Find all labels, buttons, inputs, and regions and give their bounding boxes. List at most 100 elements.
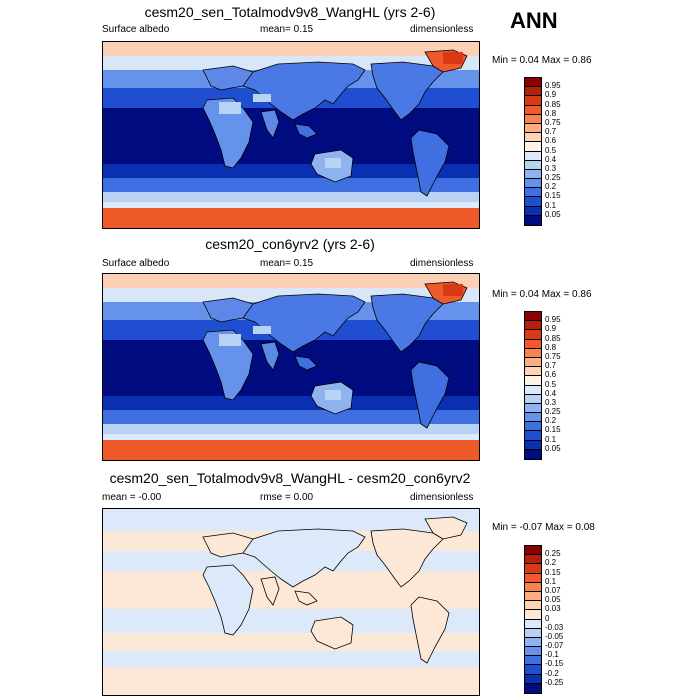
colorbar-tick-label: 0 [545, 613, 550, 623]
continent-greenland [424, 516, 468, 540]
colorbar-tick-label: 0.25 [545, 407, 561, 417]
colorbar-swatch [525, 215, 541, 225]
panel3-mean-label: mean = -0.00 [102, 492, 162, 503]
colorbar-swatch [525, 312, 541, 322]
panel3-colorbar-labels: 0.25 0.2 0.15 0.1 0.07 0.05 0.03 0 -0.03 -0.05 -0.… [545, 545, 585, 692]
colorbar-tick-label: -0.05 [545, 631, 564, 641]
colorbar-swatch [525, 573, 541, 583]
colorbar-tick-label: 0.95 [545, 81, 561, 91]
colorbar-swatch [525, 619, 541, 629]
colorbar-swatch [525, 440, 541, 450]
season-label: ANN [510, 8, 558, 33]
panel1-mean-label: mean= 0.15 [260, 24, 314, 35]
panel2-title: cesm20_con6yrv2 (yrs 2-6) [205, 236, 375, 252]
continent-asia [232, 528, 366, 588]
colorbar-swatch [525, 188, 541, 198]
colorbar-swatch [525, 564, 541, 574]
continent-india [260, 576, 280, 606]
continent-europe [202, 65, 254, 91]
panel1-map-svg [103, 42, 479, 228]
panel2-colorbar-labels: 0.95 0.9 0.85 0.8 0.75 0.7 0.6 0.5 0.4 0.3 0.25 0.2… [545, 311, 585, 458]
panel1-colorbar [524, 77, 542, 226]
panel2-units-label: dimensionless [410, 258, 474, 269]
colorbar-swatch [525, 123, 541, 134]
colorbar-swatch [525, 357, 541, 368]
colorbar-tick-label: 0.5 [545, 145, 557, 155]
colorbar-swatch [525, 321, 541, 331]
panel1-units-label: dimensionless [410, 24, 474, 35]
colorbar-swatch [525, 591, 541, 602]
continent-australia [310, 616, 354, 650]
greenland-core [443, 52, 463, 64]
colorbar-tick-label: -0.03 [545, 622, 564, 632]
australia-desert-patch [325, 158, 341, 168]
panel3-units-label: dimensionless [410, 492, 474, 503]
australia-desert-patch [325, 390, 341, 400]
colorbar-tick-label: -0.07 [545, 641, 564, 651]
colorbar-swatch [525, 647, 541, 657]
continent-asia [232, 293, 366, 353]
colorbar-tick-label: 0.05 [545, 209, 561, 219]
continent-antarctica [103, 440, 479, 460]
colorbar-tick-label: 0.15 [545, 191, 561, 201]
colorbar-tick-label: 0.15 [545, 425, 561, 435]
colorbar-tick-label: 0.9 [545, 90, 557, 100]
colorbar-tick-label: 0.1 [545, 576, 557, 586]
colorbar-swatch [525, 133, 541, 143]
colorbar-swatch [525, 151, 541, 161]
colorbar-swatch [525, 431, 541, 441]
colorbar-swatch [525, 206, 541, 216]
colorbar-tick-label: -0.15 [545, 659, 564, 669]
colorbar-tick-label: 0.25 [545, 173, 561, 183]
colorbar-tick-label: 0.07 [545, 585, 561, 595]
arabia-patch [253, 94, 271, 102]
colorbar-swatch [525, 555, 541, 565]
arabia-patch [253, 326, 271, 334]
colorbar-swatch [525, 656, 541, 666]
colorbar-tick-label: 0.95 [545, 315, 561, 325]
colorbar-swatch [525, 582, 541, 592]
colorbar-swatch [525, 114, 541, 124]
colorbar-tick-label: 0.6 [545, 370, 557, 380]
colorbar-tick-label: 0.9 [545, 324, 557, 334]
colorbar-swatch [525, 546, 541, 556]
panel2-colorbar [524, 311, 542, 460]
panel2-map [102, 273, 480, 461]
colorbar-swatch [525, 197, 541, 207]
panel3-rmse-label: rmse = 0.00 [260, 492, 314, 503]
colorbar-tick-label: 0.25 [545, 549, 561, 559]
colorbar-tick-label: 0.15 [545, 567, 561, 577]
continent-africa [202, 329, 254, 401]
colorbar-swatch [525, 601, 541, 611]
continent-africa [202, 97, 254, 169]
colorbar-swatch [525, 449, 541, 459]
colorbar-swatch [525, 96, 541, 106]
panel2-map-svg [103, 274, 479, 460]
panel3-minmax: Min = -0.07 Max = 0.08 [492, 522, 595, 533]
continent-europe [202, 297, 254, 323]
colorbar-swatch [525, 376, 541, 386]
panel3-map-svg [103, 509, 479, 695]
panel1-variable-label: Surface albedo [102, 24, 170, 35]
colorbar-swatch [525, 422, 541, 432]
panel1-colorbar-labels: 0.95 0.9 0.85 0.8 0.75 0.7 0.6 0.5 0.4 0.3 0.25 0.2… [545, 77, 585, 224]
colorbar-swatch [525, 403, 541, 414]
continent-samerica [410, 129, 450, 197]
continent-seasia [294, 590, 318, 606]
colorbar-swatch [525, 674, 541, 684]
sahara-patch [219, 334, 241, 346]
colorbar-swatch [525, 385, 541, 395]
colorbar-tick-label: 0.3 [545, 163, 557, 173]
colorbar-tick-label: -0.25 [545, 677, 564, 687]
colorbar-tick-label: -0.1 [545, 650, 559, 660]
colorbar-swatch [525, 330, 541, 340]
continent-asia [232, 61, 366, 121]
continent-europe [202, 532, 254, 558]
colorbar-swatch [525, 413, 541, 423]
colorbar-tick-label: 0.75 [545, 351, 561, 361]
colorbar-tick-label: -0.2 [545, 668, 559, 678]
colorbar-tick-label: 0.3 [545, 397, 557, 407]
panel1-minmax: Min = 0.04 Max = 0.86 [492, 55, 592, 66]
colorbar-tick-label: 0.2 [545, 182, 557, 192]
continent-samerica [410, 361, 450, 429]
